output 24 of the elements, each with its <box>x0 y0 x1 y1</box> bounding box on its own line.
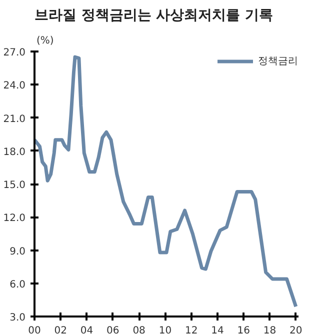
chart-title: 브라질 정책금리는 사상최저치를 기록 <box>34 8 274 24</box>
x-tick-label: 10 <box>158 326 172 336</box>
y-tick-label: 24.0 <box>3 80 26 92</box>
y-tick-label: 21.0 <box>3 114 26 125</box>
x-tick-label: 08 <box>132 326 146 336</box>
x-tick-label: 06 <box>106 326 120 336</box>
x-tick-label: 12 <box>184 326 198 336</box>
y-tick-label: 9.0 <box>10 246 26 258</box>
y-axis-title: (%) <box>36 36 54 46</box>
x-tick-label: 02 <box>54 326 68 336</box>
x-tick-label: 04 <box>80 326 94 336</box>
y-tick-label: 18.0 <box>3 146 26 158</box>
x-tick-label: 14 <box>211 326 224 336</box>
x-tick-label: 00 <box>28 326 41 336</box>
y-tick-label: 3.0 <box>10 312 26 324</box>
x-tick-label: 20 <box>290 326 302 336</box>
x-tick-label: 18 <box>263 326 276 336</box>
legend-label: 정책금리 <box>258 55 298 68</box>
y-tick-label: 12.0 <box>3 213 26 224</box>
y-tick-label: 6.0 <box>10 279 26 290</box>
y-tick-label: 27.0 <box>3 48 26 58</box>
line-series <box>34 55 298 308</box>
x-tick-label: 16 <box>237 326 250 336</box>
y-tick-label: 15.0 <box>3 180 26 191</box>
